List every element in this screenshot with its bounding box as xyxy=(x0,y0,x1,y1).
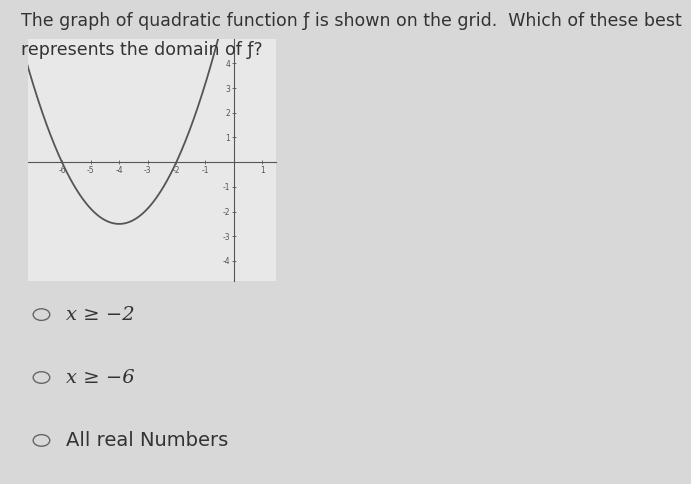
Text: x ≥ −2: x ≥ −2 xyxy=(66,305,134,324)
Text: x ≥ −6: x ≥ −6 xyxy=(66,368,134,387)
Text: All real Numbers: All real Numbers xyxy=(66,431,228,450)
Text: represents the domain of ƒ?: represents the domain of ƒ? xyxy=(21,41,263,59)
Text: The graph of quadratic function ƒ is shown on the grid.  Which of these best: The graph of quadratic function ƒ is sho… xyxy=(21,12,681,30)
